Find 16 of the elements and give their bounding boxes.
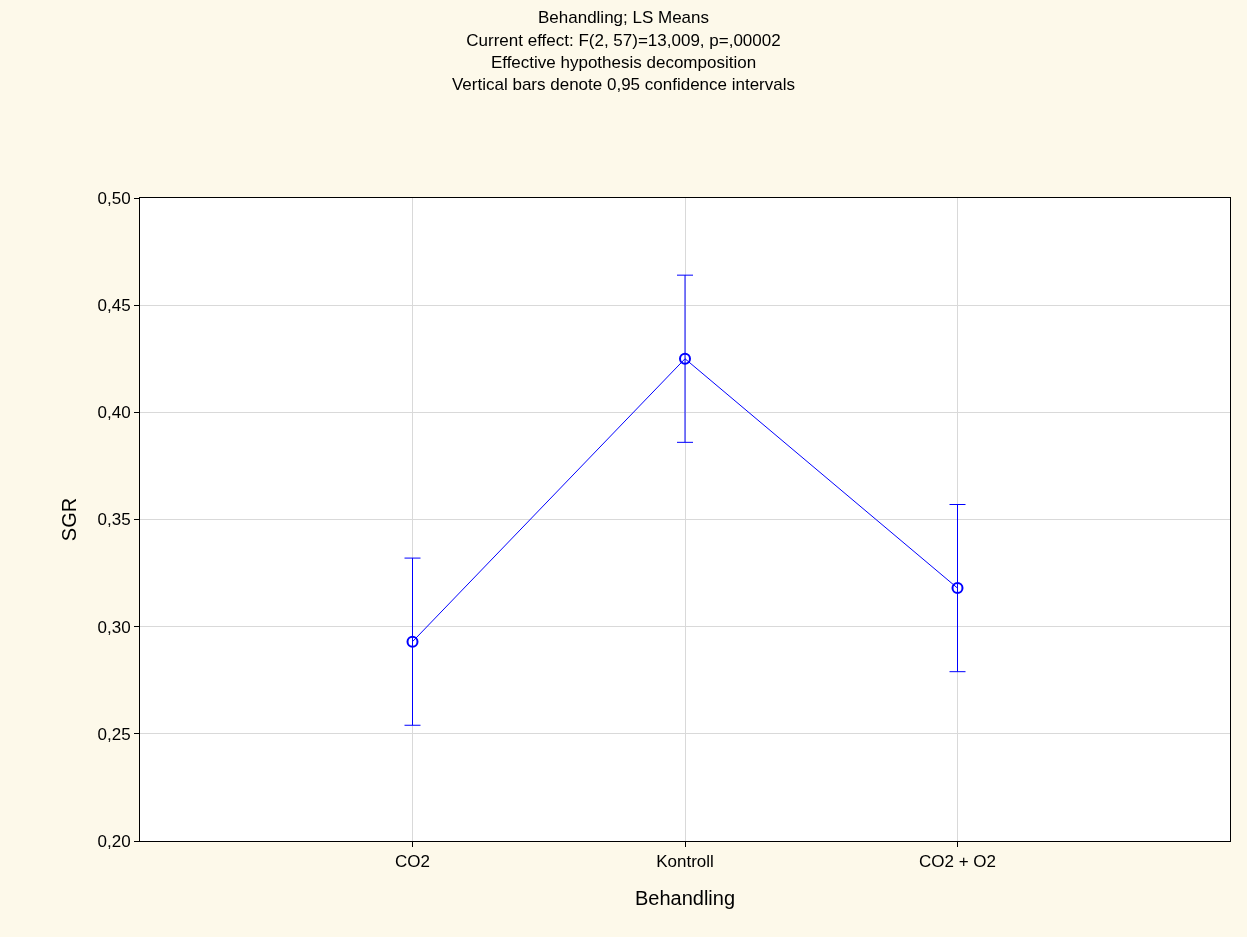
x-tick-label: Kontroll: [656, 852, 714, 872]
y-tick-label: 0,45: [97, 296, 131, 316]
x-tick-label: CO2: [395, 852, 430, 872]
y-tick-label: 0,25: [97, 724, 131, 744]
x-tick-label: CO2 + O2: [918, 852, 997, 872]
y-tick-label: 0,20: [97, 831, 131, 851]
y-tick-label: 0,40: [97, 403, 131, 423]
point: [406, 635, 419, 648]
point: [679, 352, 691, 365]
chart-title: Behandling; LS Means Current effect: F(2, 57)=13,009, p=,00002 Effective hypothesis decomposition Vertical bars denote 0,95 confidence intervals: [451, 8, 796, 94]
x-axis-title: Behandling: [634, 886, 736, 909]
y-tick-label: 0,50: [97, 188, 131, 208]
y-tick-label: 0,30: [97, 617, 131, 637]
y-axis-title: SGR: [58, 497, 81, 542]
y-tick-label: 0,35: [97, 510, 131, 530]
point: [951, 582, 964, 595]
